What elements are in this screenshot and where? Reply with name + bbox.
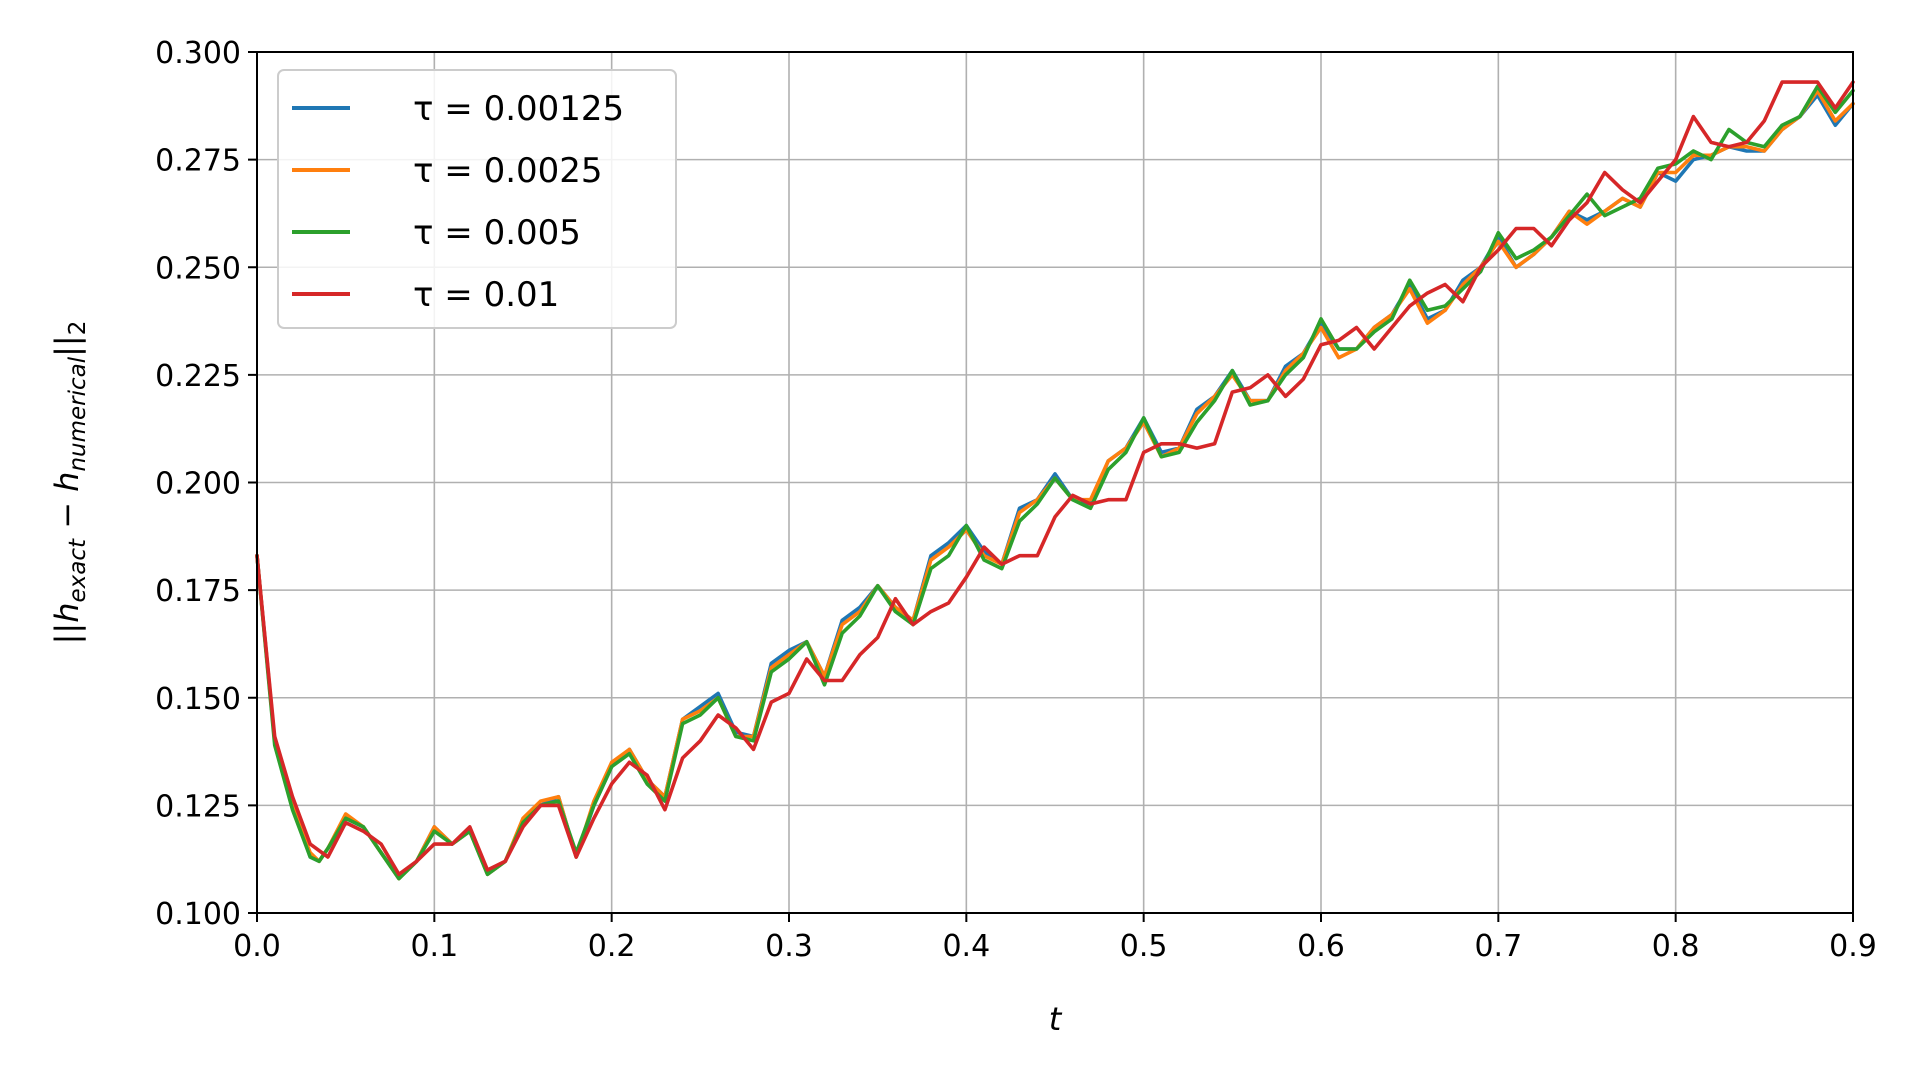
x-tick-label: 0.5 (1120, 929, 1168, 964)
x-axis-label: t (1049, 1000, 1063, 1038)
y-axis: 0.100 0.125 0.150 0.175 0.200 0.225 0.250 0.275… (155, 36, 257, 932)
legend: τ = 0.00125 τ = 0.0025 τ = 0.005 τ = 0.01 (277, 69, 677, 329)
y-tick-label: 0.275 (155, 144, 241, 179)
y-tick-label: 0.175 (155, 574, 241, 609)
x-tick-label: 0.1 (410, 929, 458, 964)
series-layer (255, 80, 1855, 881)
y-tick-label: 0.225 (155, 359, 241, 394)
x-tick-label: 0.2 (588, 929, 636, 964)
y-axis-label: ||hexact − hnumerical||2 (48, 321, 91, 645)
legend-box (277, 69, 677, 329)
y-tick-label: 0.300 (155, 36, 241, 71)
x-tick-label: 0.4 (942, 929, 990, 964)
x-tick-label: 0.7 (1474, 929, 1522, 964)
x-tick-label: 0.3 (765, 929, 813, 964)
series-line-3 (255, 80, 1855, 877)
x-axis: 0.0 0.1 0.2 0.3 0.4 0.5 0.6 0.7 0.8 0.9 (233, 913, 1877, 964)
legend-label: τ = 0.01 (413, 275, 559, 315)
y-label-suffix: || (48, 335, 86, 357)
y-label-sub-2: 2 (65, 321, 91, 336)
legend-label: τ = 0.005 (413, 213, 581, 253)
y-tick-label: 0.250 (155, 251, 241, 286)
legend-label: τ = 0.0025 (413, 151, 603, 191)
x-tick-label: 0.8 (1652, 929, 1700, 964)
x-tick-label: 0.6 (1297, 929, 1345, 964)
y-label-sub-exact: exact (65, 538, 91, 603)
x-tick-label: 0.9 (1829, 929, 1877, 964)
y-label-prefix: ||h (48, 603, 86, 645)
legend-label: τ = 0.00125 (413, 89, 624, 129)
y-tick-label: 0.150 (155, 682, 241, 717)
y-label-sub-numerical: numerical (65, 356, 91, 471)
x-tick-label: 0.0 (233, 929, 281, 964)
y-tick-label: 0.100 (155, 897, 241, 932)
y-label-mid: − h (48, 472, 86, 539)
y-tick-label: 0.200 (155, 467, 241, 502)
y-tick-label: 0.125 (155, 789, 241, 824)
